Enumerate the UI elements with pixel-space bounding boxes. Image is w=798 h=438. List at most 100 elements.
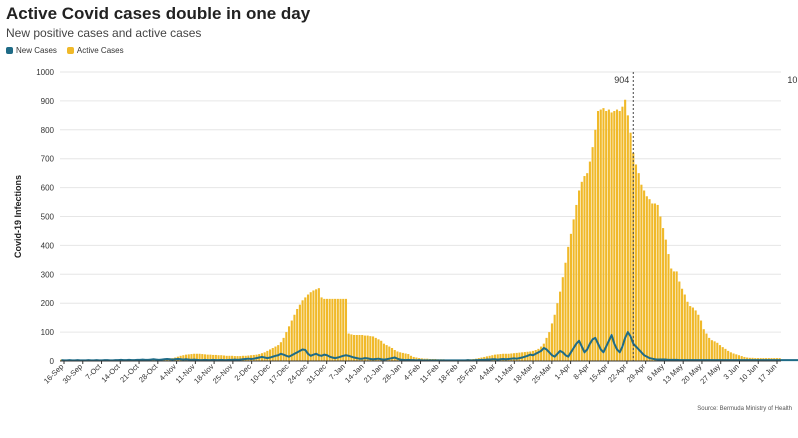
y-tick-label: 800 <box>41 126 55 135</box>
bar-active-46 <box>184 354 188 361</box>
bar-active-100 <box>331 298 334 361</box>
bar-active-221 <box>659 216 662 361</box>
bar-active-242 <box>716 342 719 361</box>
bar-active-246 <box>727 350 730 361</box>
y-tick-label: 300 <box>41 270 55 279</box>
bar-active-116 <box>374 337 377 361</box>
bar-active-176 <box>537 348 540 361</box>
bar-active-190 <box>575 204 578 361</box>
legend-swatch-new-cases <box>6 47 13 54</box>
bar-active-65 <box>236 356 239 361</box>
bar-active-241 <box>713 341 716 361</box>
bar-active-125 <box>399 352 402 361</box>
bar-active-175 <box>534 350 537 361</box>
x-tick-label: 10-Dec <box>248 362 272 386</box>
legend-swatch-active-cases <box>66 47 74 54</box>
legend-item-active-cases[interactable]: Active Cases <box>66 46 124 55</box>
x-tick-label: 11-Feb <box>418 362 441 385</box>
x-tick-label: 18-Mar <box>511 362 535 386</box>
bar-active-47 <box>187 354 190 361</box>
bar-active-161 <box>496 354 499 361</box>
bar-active-79 <box>274 346 277 361</box>
bar-active-131 <box>415 357 418 361</box>
bar-active-106 <box>347 333 350 361</box>
bar-active-80 <box>277 345 280 361</box>
legend: New Cases Active Cases <box>6 46 124 55</box>
bar-active-250 <box>737 355 741 361</box>
chart-title: Active Covid cases double in one day <box>6 4 311 23</box>
x-tick-label: 28-Oct <box>137 361 160 384</box>
bar-active-219 <box>653 203 657 361</box>
y-tick-label: 400 <box>41 241 55 250</box>
bar-active-121 <box>388 346 391 361</box>
x-tick-label: 25-Feb <box>455 362 478 385</box>
bar-active-56 <box>212 354 215 361</box>
bar-active-167 <box>512 353 516 361</box>
x-tick-label: 29-Apr <box>625 362 648 385</box>
bar-active-239 <box>708 337 711 361</box>
bar-active-216 <box>645 196 648 361</box>
bar-active-88 <box>298 304 301 361</box>
bar-active-251 <box>740 356 743 361</box>
bar-active-49 <box>193 353 196 361</box>
bar-active-112 <box>363 335 366 361</box>
bar-active-122 <box>390 347 394 361</box>
bar-active-85 <box>290 320 293 361</box>
x-tick-label: 17 Jun <box>756 362 778 384</box>
bar-active-248 <box>732 353 735 361</box>
legend-item-new-cases[interactable]: New Cases <box>6 46 57 55</box>
x-tick-label: 25-Nov <box>211 362 235 386</box>
bar-active-218 <box>651 203 654 361</box>
legend-label-active-cases: Active Cases <box>76 46 124 55</box>
bar-active-104 <box>342 298 345 361</box>
bar-active-99 <box>328 298 331 361</box>
bar-active-194 <box>586 173 589 361</box>
bar-active-110 <box>358 334 361 361</box>
x-tick-label: 21-Oct <box>118 361 141 384</box>
bar-active-158 <box>488 355 491 361</box>
bar-active-45 <box>182 355 185 361</box>
bar-active-173 <box>529 351 532 361</box>
bar-active-249 <box>735 354 738 361</box>
bar-active-193 <box>583 176 586 361</box>
bar-active-234 <box>694 310 697 361</box>
bar-active-101 <box>334 298 337 361</box>
bar-active-203 <box>610 112 613 362</box>
bar-active-87 <box>296 308 299 361</box>
bar-active-200 <box>602 108 605 361</box>
bar-active-77 <box>269 349 272 361</box>
bar-active-111 <box>361 334 364 361</box>
y-tick-label: 900 <box>41 97 55 106</box>
bar-active-217 <box>648 199 651 361</box>
bar-active-91 <box>306 294 310 361</box>
bar-active-102 <box>336 298 339 361</box>
bar-active-90 <box>304 297 307 361</box>
bar-active-207 <box>621 106 624 362</box>
bar-active-223 <box>664 239 667 361</box>
bar-active-94 <box>315 289 318 361</box>
bar-active-201 <box>605 111 608 361</box>
bar-active-53 <box>203 354 207 361</box>
bar-active-244 <box>721 347 724 361</box>
bar-active-187 <box>567 246 570 361</box>
bar-active-86 <box>293 314 296 361</box>
bar-active-182 <box>553 314 556 361</box>
bar-active-82 <box>282 337 285 361</box>
x-tick-label: 25-Mar <box>530 362 554 386</box>
bar-active-51 <box>198 353 201 361</box>
bar-active-210 <box>629 132 632 361</box>
bar-active-84 <box>287 326 291 361</box>
bar-active-181 <box>550 323 554 361</box>
bar-active-197 <box>594 129 597 361</box>
bar-active-188 <box>569 233 572 361</box>
bar-active-243 <box>718 345 722 361</box>
x-tick-label: 30-Sep <box>61 362 84 385</box>
bar-active-204 <box>613 111 616 361</box>
bar-active-199 <box>599 109 602 361</box>
bar-active-108 <box>353 334 356 361</box>
bar-active-202 <box>607 109 610 361</box>
y-tick-label: 200 <box>41 299 55 308</box>
y-tick-label: 600 <box>41 184 55 193</box>
bar-active-109 <box>355 334 358 361</box>
